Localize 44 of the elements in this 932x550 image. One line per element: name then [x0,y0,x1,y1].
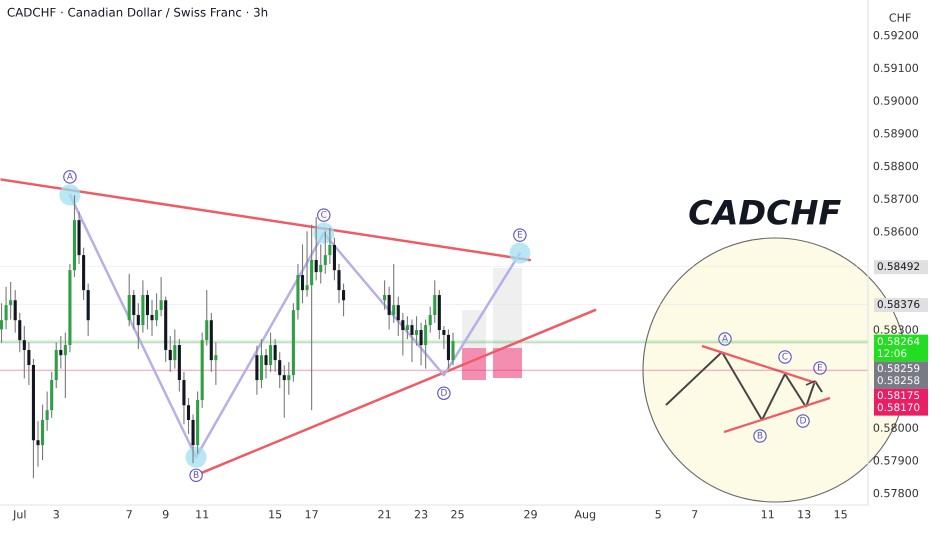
ref-line-label: 0.58492 [878,262,920,270]
x-tick-label: 15 [834,510,847,518]
x-tick-label: 17 [306,510,318,518]
ref-line-label: 0.58175 0.58170 [878,391,920,412]
x-tick-label: 11 [196,510,208,518]
y-tick-label: 0.57800 [874,488,918,498]
y-tick-label: 0.58900 [874,129,918,138]
annotation: A [66,172,73,180]
text: E [818,364,822,370]
y-tick-label: 0.58700 [874,194,918,203]
y-tick-label: 0.59000 [874,96,918,105]
ref-line-label: 0.58264 12:06 [878,337,920,358]
y-tick-label: 0.59200 [874,30,918,40]
x-tick-label: 15 [269,510,282,518]
x-tick-label: 29 [524,510,537,518]
x-tick-label: 11 [762,510,774,518]
annotation: D [441,389,447,396]
x-tick-label: 3 [54,510,59,518]
x-tick-label: 25 [451,510,464,518]
ref-line-label: 0.58376 [878,300,920,308]
x-tick-label: 23 [414,510,428,518]
y-tick-label: 0.58800 [874,162,918,170]
x-tick-label: 7 [126,510,132,518]
text: CADCHF · Canadian Dollar / Swiss Franc · 3h [8,8,268,18]
annotation: C [321,210,326,218]
y-tick-label: 0.58600 [874,227,918,236]
x-tick-label: 7 [692,510,698,518]
annotation: B [194,471,199,478]
text: D [800,416,806,424]
y-axis-title: CHF [889,13,911,22]
text: C [782,352,788,360]
x-tick-label: 5 [656,510,661,518]
annotation: CADCHF [689,200,841,225]
ref-line-label: 0.58259 0.58258 [878,364,920,384]
y-tick-label: 0.57900 [874,456,918,465]
x-tick-label: 13 [798,510,810,518]
x-tick-label: Jul [12,510,26,521]
y-tick-label: 0.59100 [874,64,918,72]
x-tick-label: 9 [162,510,168,518]
x-tick-label: 21 [378,510,391,518]
text: A [722,334,728,342]
text: B [758,432,762,438]
x-tick-label: Aug [574,510,596,521]
annotation: E [518,231,522,238]
